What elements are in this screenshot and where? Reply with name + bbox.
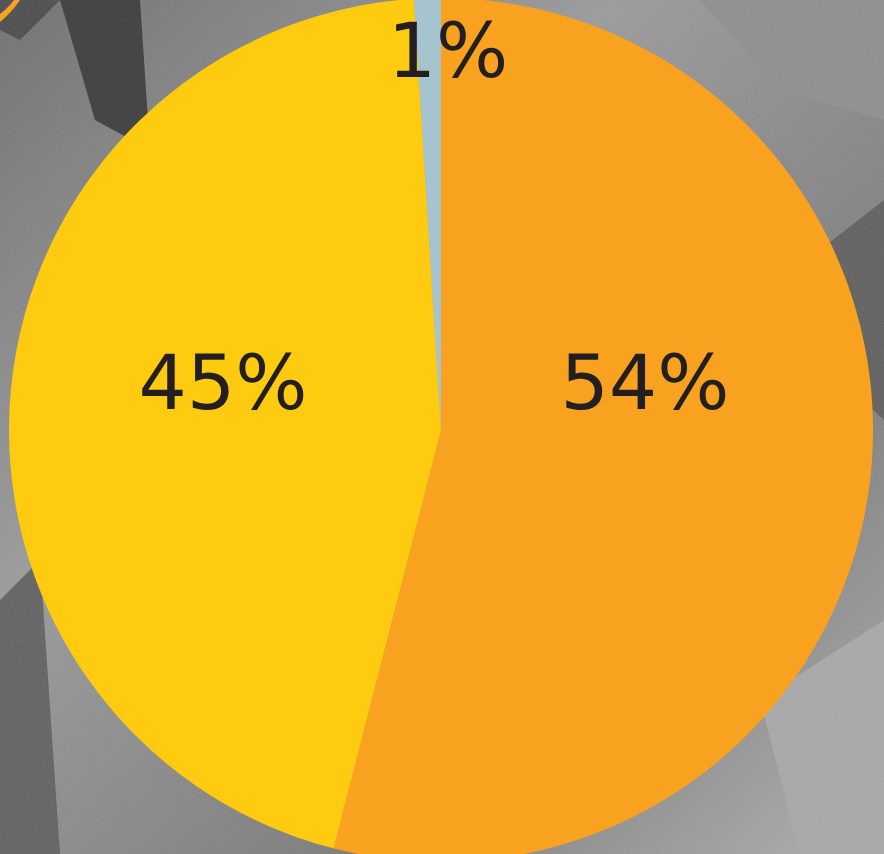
pie-slice-label-1: 54%: [561, 338, 730, 427]
pie-slice-2: [8, 0, 441, 849]
pie-slice-label-2: 45%: [139, 338, 308, 427]
pie-slice-3: [413, 0, 441, 430]
pie-slice-1: [333, 0, 873, 854]
pie-slice-label-3: 1%: [388, 6, 509, 95]
